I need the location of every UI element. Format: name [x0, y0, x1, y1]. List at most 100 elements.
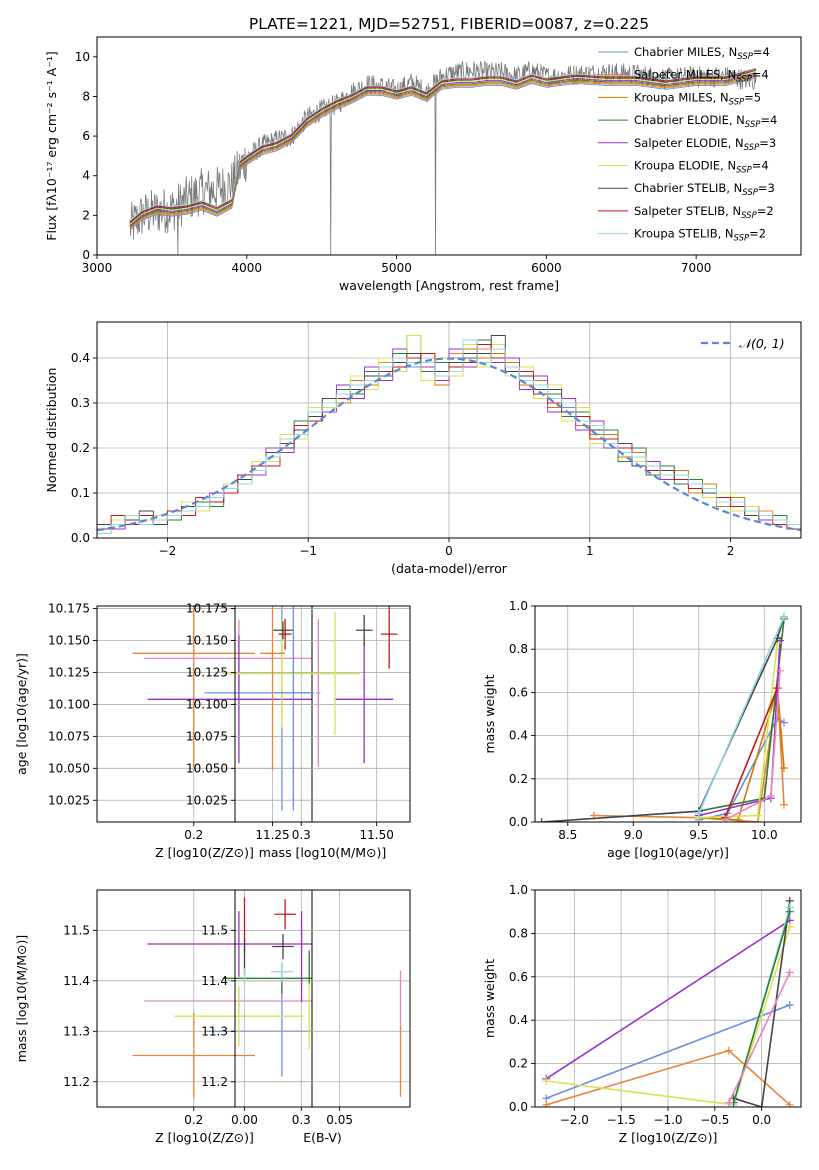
y-axis-label: mass [log10(M/M⊙)]	[14, 935, 29, 1063]
y-tick-label: 11.4	[63, 974, 90, 988]
weight-line	[733, 900, 791, 1107]
error-bar-point	[272, 933, 294, 960]
axes-frame	[234, 605, 411, 823]
axes-frame	[534, 605, 802, 823]
plus-marker	[694, 809, 703, 818]
x-tick-label: 0.2	[184, 828, 203, 842]
panel-spectrum: Chabrier MILES, NSSP=4 Salpeter MILES, NS…	[44, 36, 802, 293]
x-tick-label: 10.0	[751, 828, 778, 842]
panel-weight_vs_age: 8.5 9.0 9.5 10.0 0.0 0.2 0.4 0.6 0.8 1.0 age [log1…	[482, 599, 802, 860]
panel-mass_vs_ebv: 0.00 0.05 11.2 11.3 11.4 11.5 E(B-V)	[201, 889, 411, 1145]
y-tick-label: 1.0	[509, 883, 528, 897]
x-tick-label: 0.00	[231, 1113, 258, 1127]
y-tick-label: 11.5	[63, 923, 90, 937]
plus-marker	[779, 764, 788, 772]
legend-label: Chabrier ELODIE, NSSP=4	[634, 113, 777, 130]
x-axis-label: mass [log10(M/M⊙)]	[259, 845, 387, 860]
error-bar-point	[335, 635, 394, 764]
y-tick-label: 0.0	[509, 815, 528, 829]
y-tick-label: 0.4	[509, 1013, 528, 1027]
x-tick-label: 8.5	[558, 828, 577, 842]
plus-marker	[779, 718, 788, 727]
error-bar-point	[174, 985, 304, 1047]
y-tick-label: 10.175	[186, 602, 228, 616]
x-tick-label: 0.3	[292, 828, 311, 842]
y-tick-label: 11.2	[201, 1075, 228, 1089]
y-tick-label: 0.6	[509, 685, 528, 699]
y-tick-label: 0.1	[71, 486, 90, 500]
axes-frame	[96, 889, 313, 1108]
plot-area-weight_vs_Z	[542, 896, 794, 1107]
y-tick-label: 0.4	[509, 729, 528, 743]
plus-marker	[785, 907, 794, 916]
x-tick-label: 11.25	[255, 828, 289, 842]
plus-marker	[785, 922, 794, 931]
plus-marker	[537, 818, 546, 822]
legend-value: =4	[760, 113, 777, 127]
y-tick-label: 10	[75, 50, 90, 64]
x-axis-label: Z [log10(Z/Z⊙)]	[619, 1130, 718, 1145]
model-spectrum-line	[129, 74, 757, 229]
x-tick-label: 0.05	[326, 1113, 353, 1127]
panel-residuals: 𝒩(0, 1) −2 −1 0 1 2 0.0 0.1 0.2 0.3 0.4 (data-model…	[44, 321, 802, 576]
plot-area-spectrum	[129, 60, 757, 255]
plus-marker	[542, 1100, 551, 1107]
legend-subscript: SSP	[736, 75, 752, 85]
axes-frame	[234, 889, 411, 1108]
legend-label: Salpeter MILES, NSSP=4	[634, 68, 769, 85]
y-tick-label: 0	[82, 248, 90, 262]
plot-area-age_vs_mass	[260, 606, 398, 811]
weight-line	[698, 616, 785, 814]
y-tick-label: 0.8	[509, 642, 528, 656]
model-spectrum-line	[129, 73, 757, 227]
y-tick-label: 1.0	[509, 599, 528, 613]
y-tick-label: 0.4	[71, 351, 90, 365]
legend-value: =4	[753, 45, 770, 59]
x-tick-label: −0.5	[700, 1113, 729, 1127]
legend-value: =4	[752, 68, 769, 82]
normal-curve	[97, 357, 801, 532]
x-tick-label: 9.0	[624, 828, 643, 842]
x-tick-label: −1	[299, 544, 317, 558]
y-tick-label: 10.150	[48, 634, 90, 648]
y-tick-label: 11.3	[201, 1024, 228, 1038]
plus-marker	[776, 666, 785, 675]
error-bar-point	[222, 620, 312, 728]
plus-marker	[785, 968, 794, 977]
legend-subscript: SSP	[734, 234, 750, 244]
error-bar-point	[310, 612, 360, 736]
x-tick-label: 0.0	[752, 1113, 771, 1127]
legend-value: =2	[749, 227, 766, 241]
x-axis-label: Z [log10(Z/Z⊙)]	[155, 845, 254, 860]
x-tick-label: 0.3	[292, 1113, 311, 1127]
y-tick-label: 2	[82, 208, 90, 222]
legend-value: =2	[757, 204, 774, 218]
error-bar-point	[355, 614, 373, 646]
y-tick-label: 10.100	[48, 697, 90, 711]
x-tick-label: −2	[159, 544, 177, 558]
plot-area-residuals	[97, 335, 801, 538]
y-tick-label: 0.0	[509, 1100, 528, 1114]
plus-marker	[779, 612, 788, 621]
weight-line	[545, 1004, 791, 1100]
plus-marker	[542, 1076, 551, 1085]
plus-marker	[724, 1098, 733, 1107]
legend-label: Chabrier MILES, NSSP=4	[634, 45, 770, 62]
panel-age_vs_mass: 11.25 11.50 10.025 10.050 10.075 10.100 10.125…	[186, 602, 411, 860]
y-tick-label: 10.175	[48, 602, 90, 616]
weight-line	[698, 687, 785, 821]
panel-weight_vs_Z: −2.0 −1.5 −1.0 −0.5 0.0 0.0 0.2 0.4 0.6 0.8 1.0 Z […	[482, 883, 802, 1145]
plus-marker	[734, 815, 743, 822]
y-tick-label: 0.2	[71, 441, 90, 455]
y-axis-label: mass weight	[482, 959, 497, 1038]
y-tick-label: 11.4	[201, 974, 228, 988]
y-tick-label: 11.5	[201, 923, 228, 937]
plot-area-mass_vs_Z	[132, 899, 312, 1099]
y-tick-label: 10.100	[186, 697, 228, 711]
y-tick-label: 10.150	[186, 634, 228, 648]
legend-label: Kroupa ELODIE, NSSP=4	[634, 159, 769, 176]
legend-subscript: SSP	[729, 97, 745, 107]
y-tick-label: 4	[82, 169, 90, 183]
y-tick-label: 0.3	[71, 396, 90, 410]
legend-label: Kroupa MILES, NSSP=5	[634, 90, 761, 107]
